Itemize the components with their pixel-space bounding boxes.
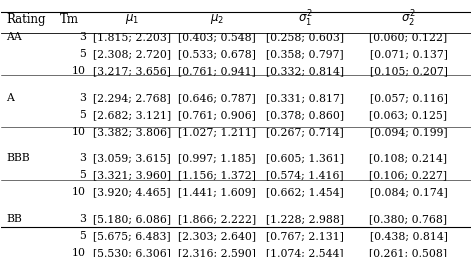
Text: [0.331; 0.817]: [0.331; 0.817] <box>266 93 344 103</box>
Text: [0.084; 0.174]: [0.084; 0.174] <box>370 188 447 197</box>
Text: [0.761; 0.906]: [0.761; 0.906] <box>178 110 256 120</box>
Text: [0.380; 0.768]: [0.380; 0.768] <box>370 214 447 224</box>
Text: 10: 10 <box>72 248 86 257</box>
Text: [1.866; 2.222]: [1.866; 2.222] <box>178 214 256 224</box>
Text: 3: 3 <box>79 153 86 163</box>
Text: [0.108; 0.214]: [0.108; 0.214] <box>370 153 447 163</box>
Text: [0.438; 0.814]: [0.438; 0.814] <box>370 231 447 241</box>
Text: [1.027; 1.211]: [1.027; 1.211] <box>178 127 256 137</box>
Text: [0.533; 0.678]: [0.533; 0.678] <box>178 49 256 59</box>
Text: [5.530; 6.306]: [5.530; 6.306] <box>93 248 170 257</box>
Text: [0.106; 0.227]: [0.106; 0.227] <box>370 170 447 180</box>
Text: [3.217; 3.656]: [3.217; 3.656] <box>93 66 170 76</box>
Text: [3.321; 3.960]: [3.321; 3.960] <box>93 170 170 180</box>
Text: [2.682; 3.121]: [2.682; 3.121] <box>93 110 171 120</box>
Text: [0.261; 0.508]: [0.261; 0.508] <box>370 248 447 257</box>
Text: [3.382; 3.806]: [3.382; 3.806] <box>93 127 171 137</box>
Text: [0.767; 2.131]: [0.767; 2.131] <box>266 231 344 241</box>
Text: Rating: Rating <box>6 13 46 26</box>
Text: 5: 5 <box>79 231 86 241</box>
Text: $\sigma_2^2$: $\sigma_2^2$ <box>401 9 416 29</box>
Text: [1.074; 2.544]: [1.074; 2.544] <box>267 248 344 257</box>
Text: AA: AA <box>6 32 22 42</box>
Text: [0.105; 0.207]: [0.105; 0.207] <box>370 66 447 76</box>
Text: [0.378; 0.860]: [0.378; 0.860] <box>266 110 344 120</box>
Text: [0.574; 1.416]: [0.574; 1.416] <box>266 170 344 180</box>
Text: [0.057; 0.116]: [0.057; 0.116] <box>370 93 447 103</box>
Text: [0.358; 0.797]: [0.358; 0.797] <box>266 49 344 59</box>
Text: 10: 10 <box>72 188 86 197</box>
Text: [0.258; 0.603]: [0.258; 0.603] <box>266 32 344 42</box>
Text: 5: 5 <box>79 49 86 59</box>
Text: [0.997; 1.185]: [0.997; 1.185] <box>178 153 256 163</box>
Text: [3.059; 3.615]: [3.059; 3.615] <box>93 153 170 163</box>
Text: [2.303; 2.640]: [2.303; 2.640] <box>178 231 256 241</box>
Text: [1.228; 2.988]: [1.228; 2.988] <box>266 214 344 224</box>
Text: [1.815; 2.203]: [1.815; 2.203] <box>93 32 170 42</box>
Text: [0.332; 0.814]: [0.332; 0.814] <box>266 66 344 76</box>
Text: $\sigma_1^2$: $\sigma_1^2$ <box>298 9 312 29</box>
Text: [0.060; 0.122]: [0.060; 0.122] <box>370 32 447 42</box>
Text: [0.646; 0.787]: [0.646; 0.787] <box>178 93 256 103</box>
Text: [1.156; 1.372]: [1.156; 1.372] <box>178 170 256 180</box>
Text: [3.920; 4.465]: [3.920; 4.465] <box>93 188 170 197</box>
Text: 5: 5 <box>79 110 86 120</box>
Text: 3: 3 <box>79 32 86 42</box>
Text: [5.675; 6.483]: [5.675; 6.483] <box>93 231 170 241</box>
Text: 5: 5 <box>79 170 86 180</box>
Text: [5.180; 6.086]: [5.180; 6.086] <box>93 214 170 224</box>
Text: A: A <box>6 93 14 103</box>
Text: 3: 3 <box>79 214 86 224</box>
Text: [2.316; 2.590]: [2.316; 2.590] <box>178 248 256 257</box>
Text: [0.403; 0.548]: [0.403; 0.548] <box>178 32 256 42</box>
Text: [0.267; 0.714]: [0.267; 0.714] <box>266 127 344 137</box>
Text: [0.094; 0.199]: [0.094; 0.199] <box>370 127 447 137</box>
Text: [1.441; 1.609]: [1.441; 1.609] <box>178 188 256 197</box>
Text: 10: 10 <box>72 127 86 137</box>
Text: $\mu_1$: $\mu_1$ <box>125 12 139 26</box>
Text: 3: 3 <box>79 93 86 103</box>
Text: BBB: BBB <box>6 153 30 163</box>
Text: [0.761; 0.941]: [0.761; 0.941] <box>178 66 256 76</box>
Text: [0.662; 1.454]: [0.662; 1.454] <box>266 188 344 197</box>
Text: $\mu_2$: $\mu_2$ <box>210 12 224 26</box>
Text: [2.308; 2.720]: [2.308; 2.720] <box>93 49 170 59</box>
Text: Tm: Tm <box>60 13 79 26</box>
Text: [0.063; 0.125]: [0.063; 0.125] <box>370 110 447 120</box>
Text: BB: BB <box>6 214 22 224</box>
Text: 10: 10 <box>72 66 86 76</box>
Text: [0.071; 0.137]: [0.071; 0.137] <box>370 49 447 59</box>
Text: [2.294; 2.768]: [2.294; 2.768] <box>93 93 170 103</box>
Text: [0.605; 1.361]: [0.605; 1.361] <box>266 153 344 163</box>
